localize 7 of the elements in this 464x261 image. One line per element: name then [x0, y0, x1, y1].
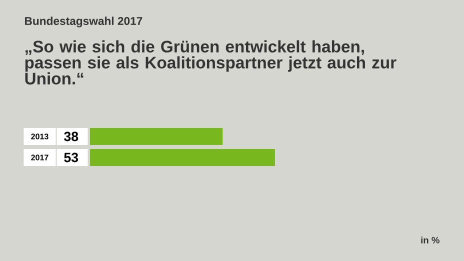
data-label: 38 — [64, 132, 78, 142]
chart-title: Bundestagswahl 2017 — [25, 16, 142, 28]
text: in % — [421, 236, 440, 244]
chart-subtitle: „So wie sich die Grünen entwickelt haben, passen sie als Koalitionspartner jetzt auch zur Union.“ — [25, 40, 396, 85]
data-label: 53 — [64, 152, 78, 162]
y-tick-label: 2013 — [31, 134, 48, 140]
y-tick-label: 2017 — [31, 154, 48, 160]
